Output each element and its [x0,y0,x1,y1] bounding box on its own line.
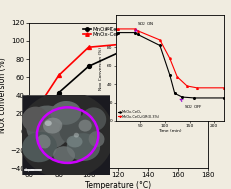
MnOx-CeO₂ [181,96,183,98]
Text: SO$_2$ OFF: SO$_2$ OFF [180,99,202,111]
MnOx-CeO₂ [117,52,120,54]
Ellipse shape [67,136,82,147]
Ellipse shape [51,101,81,125]
Ellipse shape [22,107,48,132]
Line: MnOx-CeO₂/GR(0.3%): MnOx-CeO₂/GR(0.3%) [115,28,225,89]
MnOx-CeO₂ [193,97,196,99]
Ellipse shape [53,146,75,164]
MnOx-CeO₂/GR(0.3%) [147,40,150,42]
Ellipse shape [79,120,92,132]
MnOx-CeO₂/GR(0.3%) [27,107,30,109]
MnOx-CeO₂ [223,97,225,99]
MnOx-CeO₂/GR(0.3%) [158,39,161,41]
MnOx-CeO₂ [136,33,139,36]
MnOx-CeO₂ [114,32,117,35]
Ellipse shape [67,133,100,161]
MnOx-CeO₂ [168,74,171,76]
Text: SO$_2$ ON: SO$_2$ ON [135,21,154,31]
MnOx-CeO₂/GR(0.3%) [207,40,209,42]
MnOx-CeO₂/GR(0.3%) [43,97,45,99]
Legend: MnOx-CeO₂, MnOx-CeO₂/GR(0.3%): MnOx-CeO₂, MnOx-CeO₂/GR(0.3%) [82,26,153,39]
MnOx-CeO₂/GR(0.3%) [168,57,171,60]
MnOx-CeO₂/GR(0.3%) [57,74,60,77]
MnOx-CeO₂ [177,42,179,44]
MnOx-CeO₂/GR(0.3%) [177,40,179,42]
MnOx-CeO₂ [117,32,119,34]
MnOx-CeO₂ [147,45,150,47]
Line: MnOx-CeO₂/GR(0.3%): MnOx-CeO₂/GR(0.3%) [27,39,210,110]
Ellipse shape [89,131,104,147]
Ellipse shape [22,132,57,162]
MnOx-CeO₂/GR(0.3%) [223,87,225,89]
Ellipse shape [45,120,52,126]
X-axis label: Time (min): Time (min) [158,129,182,133]
Ellipse shape [43,118,62,134]
MnOx-CeO₂ [87,65,90,67]
Text: 1 μm: 1 μm [25,168,35,172]
MnOx-CeO₂ [134,32,137,34]
MnOx-CeO₂/GR(0.3%) [136,30,139,32]
MnOx-CeO₂ [57,92,60,94]
Line: MnOx-CeO₂: MnOx-CeO₂ [115,32,225,99]
MnOx-CeO₂/GR(0.3%) [195,87,198,89]
MnOx-CeO₂/GR(0.3%) [114,28,117,30]
Line: MnOx-CeO₂: MnOx-CeO₂ [27,39,210,132]
FancyBboxPatch shape [22,95,110,175]
Y-axis label: NOx conversion (%): NOx conversion (%) [0,58,7,133]
MnOx-CeO₂/GR(0.3%) [87,46,90,48]
MnOx-CeO₂ [173,92,176,94]
MnOx-CeO₂ [27,129,30,131]
Ellipse shape [82,107,106,131]
MnOx-CeO₂ [207,40,209,42]
Ellipse shape [18,91,114,179]
MnOx-CeO₂/GR(0.3%) [134,28,137,30]
MnOx-CeO₂/GR(0.3%) [117,28,119,30]
MnOx-CeO₂ [43,117,45,119]
Legend: MnOx-CeO₂, MnOx-CeO₂/GR(0.3%): MnOx-CeO₂, MnOx-CeO₂/GR(0.3%) [117,109,161,119]
Ellipse shape [59,115,99,147]
Ellipse shape [74,133,79,138]
MnOx-CeO₂/GR(0.3%) [186,85,188,87]
MnOx-CeO₂/GR(0.3%) [176,76,179,78]
X-axis label: Temperature (°C): Temperature (°C) [85,181,152,189]
Ellipse shape [37,134,51,149]
MnOx-CeO₂/GR(0.3%) [117,43,120,46]
Ellipse shape [26,105,70,149]
MnOx-CeO₂ [158,44,161,47]
Y-axis label: Nox Conversion (%): Nox Conversion (%) [99,46,103,90]
